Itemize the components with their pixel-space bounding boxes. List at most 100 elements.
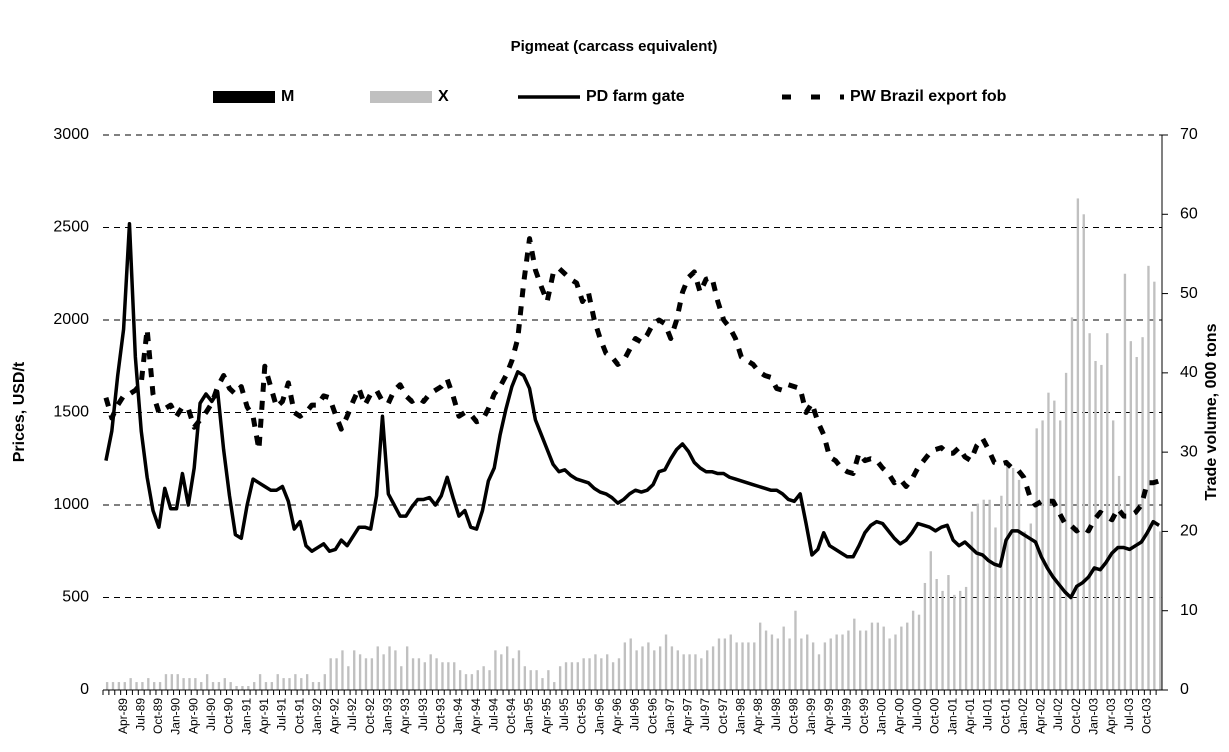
y2-tick-label: 40 xyxy=(1180,364,1198,381)
legend: M X PD farm gate PW Brazil export fob xyxy=(213,88,1007,105)
bar xyxy=(288,678,291,690)
x-tick-label: Jul-97 xyxy=(698,698,712,731)
bar xyxy=(658,646,662,690)
bar xyxy=(1029,523,1032,690)
x-tick-label: Jul-98 xyxy=(769,698,783,731)
x-tick-label: Jan-90 xyxy=(169,698,183,735)
legend-label: PW Brazil export fob xyxy=(850,88,1007,105)
chart-title: Pigmeat (carcass equivalent) xyxy=(511,38,718,55)
bar xyxy=(688,654,691,690)
bar xyxy=(370,658,374,690)
y-tick-label: 1000 xyxy=(53,496,89,513)
bar xyxy=(1129,341,1132,690)
bar xyxy=(335,658,338,690)
bar xyxy=(341,650,344,690)
y-tick-label: 3000 xyxy=(53,126,89,143)
bar xyxy=(235,686,238,690)
bar xyxy=(641,646,644,690)
x-tick-label: Jul-96 xyxy=(628,698,642,731)
bar xyxy=(729,634,732,690)
x-tick-label: Apr-02 xyxy=(1034,698,1048,734)
bar xyxy=(253,682,256,690)
bar xyxy=(129,678,132,690)
bar xyxy=(1017,479,1021,690)
bar xyxy=(211,682,215,690)
x-tick-label: Oct-02 xyxy=(1069,698,1083,734)
bar xyxy=(694,654,697,690)
bar xyxy=(629,638,632,690)
bar xyxy=(894,634,897,690)
bar xyxy=(482,666,485,690)
bar xyxy=(1153,281,1156,690)
bar xyxy=(564,662,568,690)
bar xyxy=(435,658,438,690)
bar xyxy=(205,674,209,690)
x-tick-label: Jul-91 xyxy=(275,698,289,731)
x-tick-label: Jan-95 xyxy=(522,698,536,735)
bar xyxy=(135,682,138,690)
bar xyxy=(500,654,503,690)
bar xyxy=(741,642,744,690)
bar xyxy=(776,638,779,690)
x-tick-label: Jan-03 xyxy=(1087,698,1101,735)
x-tick-label: Jul-00 xyxy=(910,698,924,731)
x-tick-label: Jan-97 xyxy=(663,698,677,735)
x-tick-label: Jul-99 xyxy=(839,698,853,731)
legend-label: PD farm gate xyxy=(586,88,685,105)
bar xyxy=(606,654,609,690)
bar xyxy=(317,682,321,690)
x-tick-label: Oct-92 xyxy=(363,698,377,734)
bar xyxy=(400,666,403,690)
bar xyxy=(1106,333,1109,690)
bar xyxy=(164,674,168,690)
bar xyxy=(929,551,932,690)
bar xyxy=(458,670,462,690)
bar xyxy=(376,646,379,690)
bar xyxy=(329,658,332,690)
x-tick-label: Jan-01 xyxy=(945,698,959,735)
bar xyxy=(117,682,121,690)
x-tick-label: Oct-90 xyxy=(222,698,236,734)
y-tick-label: 0 xyxy=(80,681,89,698)
x-tick-label: Jan-94 xyxy=(451,698,465,735)
bar xyxy=(300,678,303,690)
bar xyxy=(988,499,991,690)
bar xyxy=(758,622,762,690)
bar xyxy=(1094,360,1097,690)
bar xyxy=(223,678,226,690)
bar xyxy=(1088,333,1091,690)
bar xyxy=(917,614,921,690)
bar xyxy=(735,642,738,690)
bar xyxy=(800,638,803,690)
bar xyxy=(1076,198,1080,690)
y-tick-label: 1500 xyxy=(53,404,89,421)
bar xyxy=(700,658,703,690)
bar xyxy=(706,650,709,690)
bar xyxy=(970,511,974,690)
bar xyxy=(188,678,191,690)
bar xyxy=(229,682,232,690)
bar xyxy=(241,686,244,690)
x-tick-label: Apr-91 xyxy=(257,698,271,734)
bar xyxy=(835,634,838,690)
bar xyxy=(1000,495,1003,690)
bar xyxy=(959,590,962,690)
x-tick-label: Apr-99 xyxy=(822,698,836,734)
x-tick-label: Oct-01 xyxy=(998,698,1012,734)
bar xyxy=(441,662,444,690)
bar xyxy=(1011,468,1015,690)
bar xyxy=(594,654,597,690)
bar xyxy=(823,642,827,690)
y-axis-title: Prices, USD/t xyxy=(11,361,28,462)
bar xyxy=(182,678,185,690)
x-tick-label: Oct-96 xyxy=(645,698,659,734)
bar xyxy=(1023,531,1027,690)
bar xyxy=(1059,420,1062,690)
bar xyxy=(323,674,326,690)
bar xyxy=(1047,392,1050,690)
bar xyxy=(111,682,115,690)
x-tick-label: Oct-95 xyxy=(575,698,589,734)
bar xyxy=(829,638,832,690)
bar xyxy=(964,586,968,690)
line-series xyxy=(104,222,1160,600)
